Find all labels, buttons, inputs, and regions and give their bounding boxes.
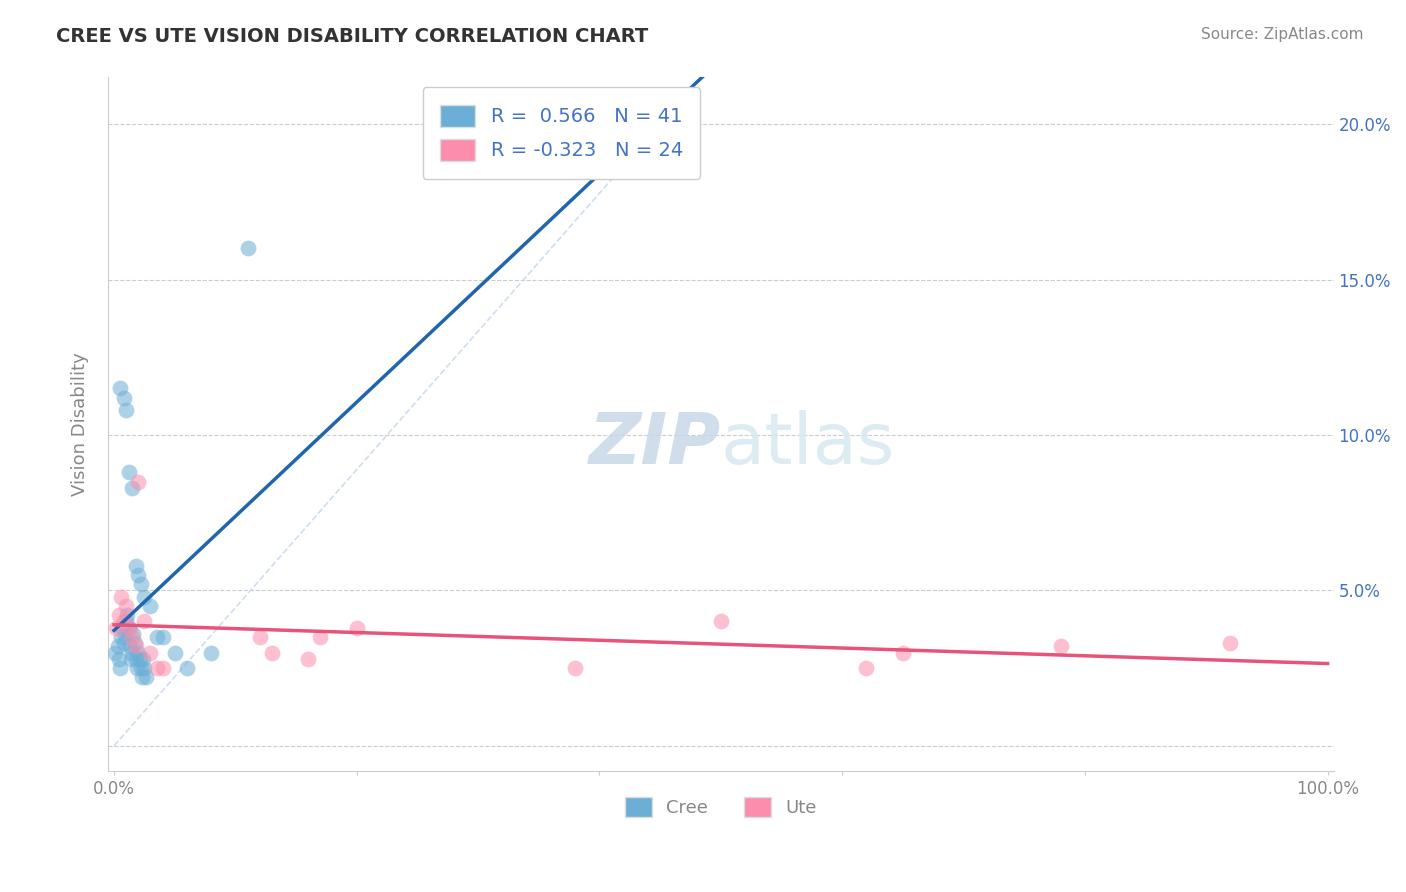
Point: [111, 621, 134, 635]
Point: [115, 615, 138, 629]
Point: [117, 465, 139, 479]
Point: [152, 630, 174, 644]
Point: [139, 646, 162, 660]
Point: [564, 661, 586, 675]
Point: [117, 621, 139, 635]
Point: [121, 646, 143, 660]
Point: [260, 646, 283, 660]
Point: [108, 608, 131, 623]
Point: [139, 599, 162, 613]
Point: [236, 241, 259, 255]
Point: [112, 615, 135, 629]
Point: [127, 567, 149, 582]
Point: [132, 652, 155, 666]
Point: [114, 627, 136, 641]
Point: [125, 652, 148, 666]
Point: [135, 670, 157, 684]
Point: [163, 646, 186, 660]
Point: [110, 590, 132, 604]
Point: [710, 615, 733, 629]
Text: ZIP: ZIP: [589, 410, 721, 479]
Point: [117, 621, 139, 635]
Text: CREE VS UTE VISION DISABILITY CORRELATION CHART: CREE VS UTE VISION DISABILITY CORRELATIO…: [56, 27, 648, 45]
Point: [118, 640, 141, 654]
Point: [309, 630, 332, 644]
Point: [891, 646, 914, 660]
Point: [152, 661, 174, 675]
Point: [145, 630, 167, 644]
Text: Source: ZipAtlas.com: Source: ZipAtlas.com: [1201, 27, 1364, 42]
Point: [108, 381, 131, 395]
Point: [128, 652, 150, 666]
Point: [134, 661, 156, 675]
Point: [108, 661, 131, 675]
Point: [125, 640, 148, 654]
Point: [108, 652, 131, 666]
Point: [346, 621, 368, 635]
Point: [1049, 640, 1071, 654]
Point: [124, 636, 146, 650]
Point: [120, 652, 142, 666]
Point: [1219, 636, 1241, 650]
Point: [107, 640, 129, 654]
Point: [125, 558, 148, 573]
Point: [129, 577, 152, 591]
Point: [117, 608, 139, 623]
Point: [176, 661, 198, 675]
Point: [855, 661, 877, 675]
Point: [129, 661, 152, 675]
Point: [122, 627, 145, 641]
Point: [127, 661, 149, 675]
Point: [145, 661, 167, 675]
Point: [121, 630, 143, 644]
Point: [297, 652, 319, 666]
Y-axis label: Vision Disability: Vision Disability: [72, 352, 89, 496]
Point: [134, 615, 156, 629]
Point: [110, 630, 132, 644]
Point: [200, 646, 222, 660]
Text: atlas: atlas: [721, 410, 896, 479]
Legend: Cree, Ute: Cree, Ute: [617, 789, 824, 824]
Point: [127, 646, 149, 660]
Point: [115, 403, 138, 417]
Point: [127, 475, 149, 489]
Point: [134, 590, 156, 604]
Point: [115, 599, 138, 613]
Point: [131, 670, 153, 684]
Point: [249, 630, 271, 644]
Point: [105, 621, 128, 635]
Point: [121, 481, 143, 495]
Point: [104, 646, 127, 660]
Point: [112, 391, 135, 405]
Point: [112, 636, 135, 650]
